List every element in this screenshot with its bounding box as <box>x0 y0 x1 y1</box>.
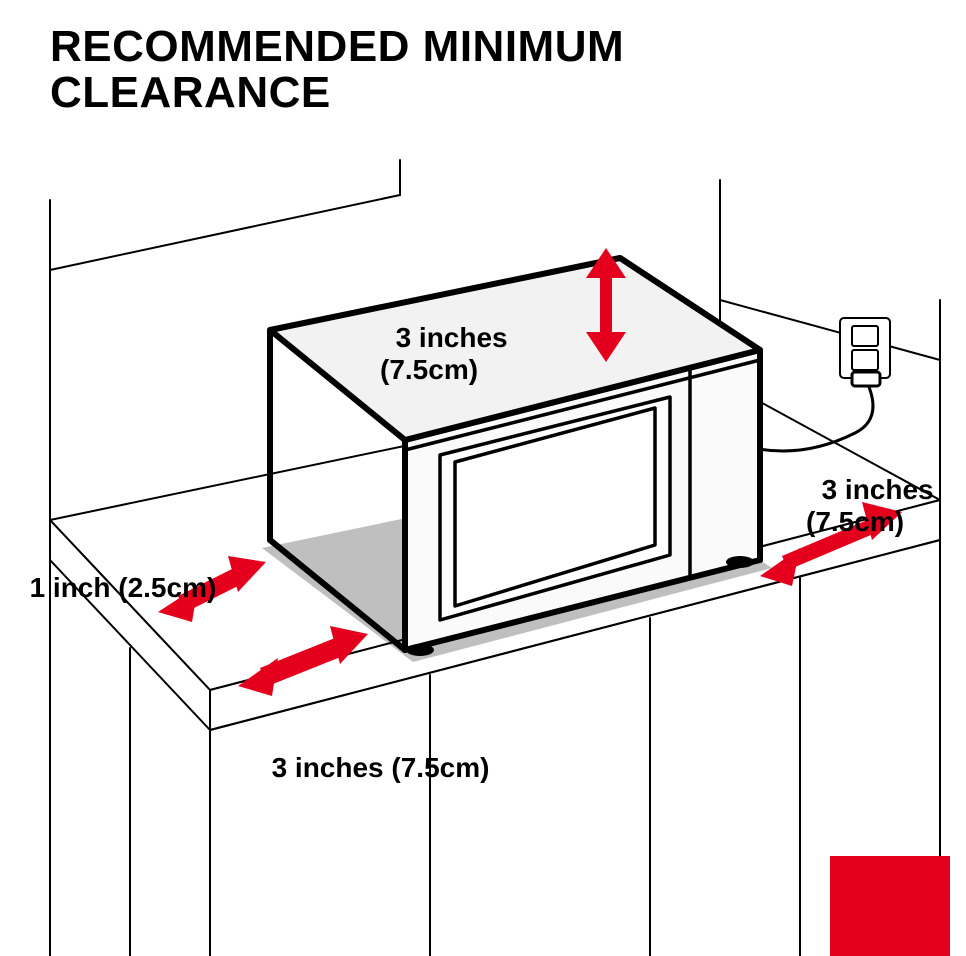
label-front: 3 inches (7.5cm) <box>256 720 489 784</box>
label-right-l2: (7.5cm) <box>806 506 904 537</box>
label-right-l1: 3 inches <box>822 474 934 505</box>
red-corner-block <box>830 856 950 956</box>
label-top-l2: (7.5cm) <box>380 354 478 385</box>
label-top-l1: 3 inches <box>396 322 508 353</box>
power-outlet <box>840 318 890 378</box>
label-right: 3 inches(7.5cm) <box>806 442 934 539</box>
label-left-text: 1 inch (2.5cm) <box>30 572 217 603</box>
label-left: 1 inch (2.5cm) <box>14 540 216 604</box>
label-top: 3 inches(7.5cm) <box>380 290 508 387</box>
label-front-text: 3 inches (7.5cm) <box>272 752 490 783</box>
